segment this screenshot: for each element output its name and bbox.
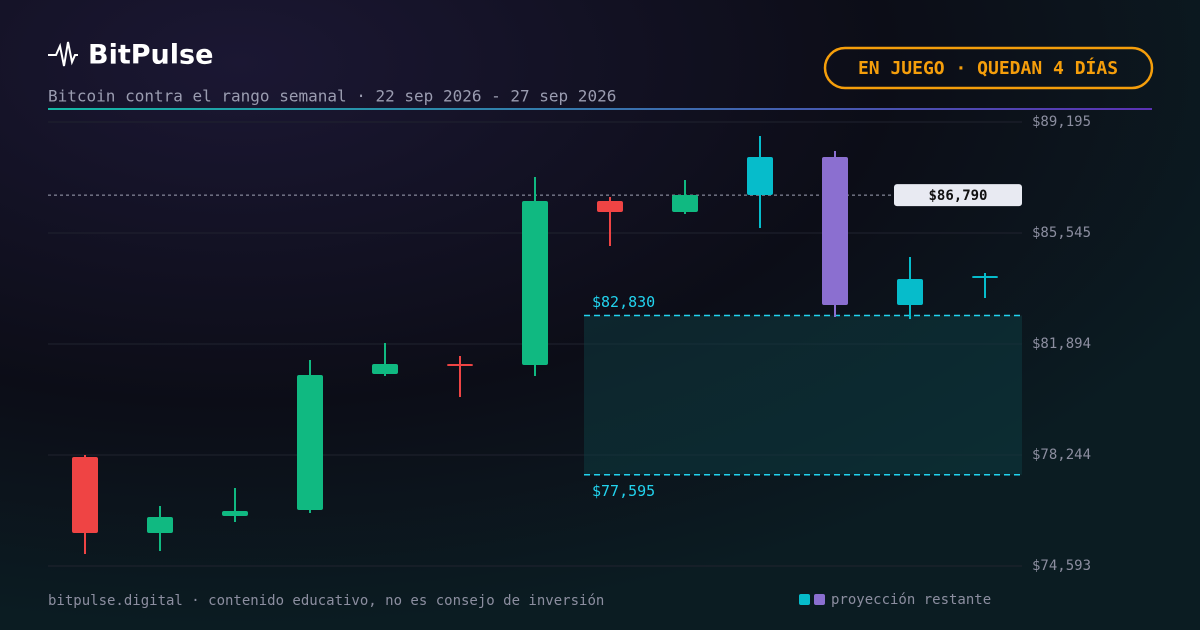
candle-body xyxy=(672,195,698,213)
range-low-label: $77,595 xyxy=(592,482,655,500)
candle-body xyxy=(297,374,323,510)
brand: BitPulse xyxy=(88,40,213,71)
footer: bitpulse.digital · contenido educativo, … xyxy=(48,593,604,609)
candle-body xyxy=(972,275,998,278)
y-tick-label: $78,244 xyxy=(1032,447,1091,463)
candle-body xyxy=(747,156,773,196)
candle-body xyxy=(447,364,473,367)
y-tick-label: $74,593 xyxy=(1032,558,1091,574)
candle-body xyxy=(897,278,923,305)
legend-swatch xyxy=(814,594,825,605)
legend-label: proyección restante xyxy=(831,592,991,608)
badge-text: EN JUEGO · QUEDAN 4 DÍAS xyxy=(858,57,1118,79)
candle-body xyxy=(597,200,623,213)
current-price-label: $86,790 xyxy=(928,188,987,204)
y-tick-label: $81,894 xyxy=(1032,336,1091,352)
candle-body xyxy=(222,510,248,517)
candle-body xyxy=(72,456,98,534)
range-high-label: $82,830 xyxy=(592,293,655,311)
status-badge xyxy=(823,46,1154,90)
current-price-tag xyxy=(894,184,1022,207)
logo-icon xyxy=(48,41,78,67)
candle-body xyxy=(522,200,548,366)
y-tick-label: $85,545 xyxy=(1032,225,1091,241)
y-tick-label: $89,195 xyxy=(1032,114,1091,130)
candle-body xyxy=(822,156,848,305)
candle-body xyxy=(372,364,398,375)
plot: $89,195 $85,545 $81,894 $78,244 $74,593 $82,8… xyxy=(48,114,1091,608)
divider xyxy=(48,108,1152,110)
subtitle: Bitcoin contra el rango semanal · 22 sep… xyxy=(48,87,616,106)
candle-body xyxy=(147,516,173,534)
range-band xyxy=(584,315,1022,475)
legend-swatch xyxy=(799,594,810,605)
